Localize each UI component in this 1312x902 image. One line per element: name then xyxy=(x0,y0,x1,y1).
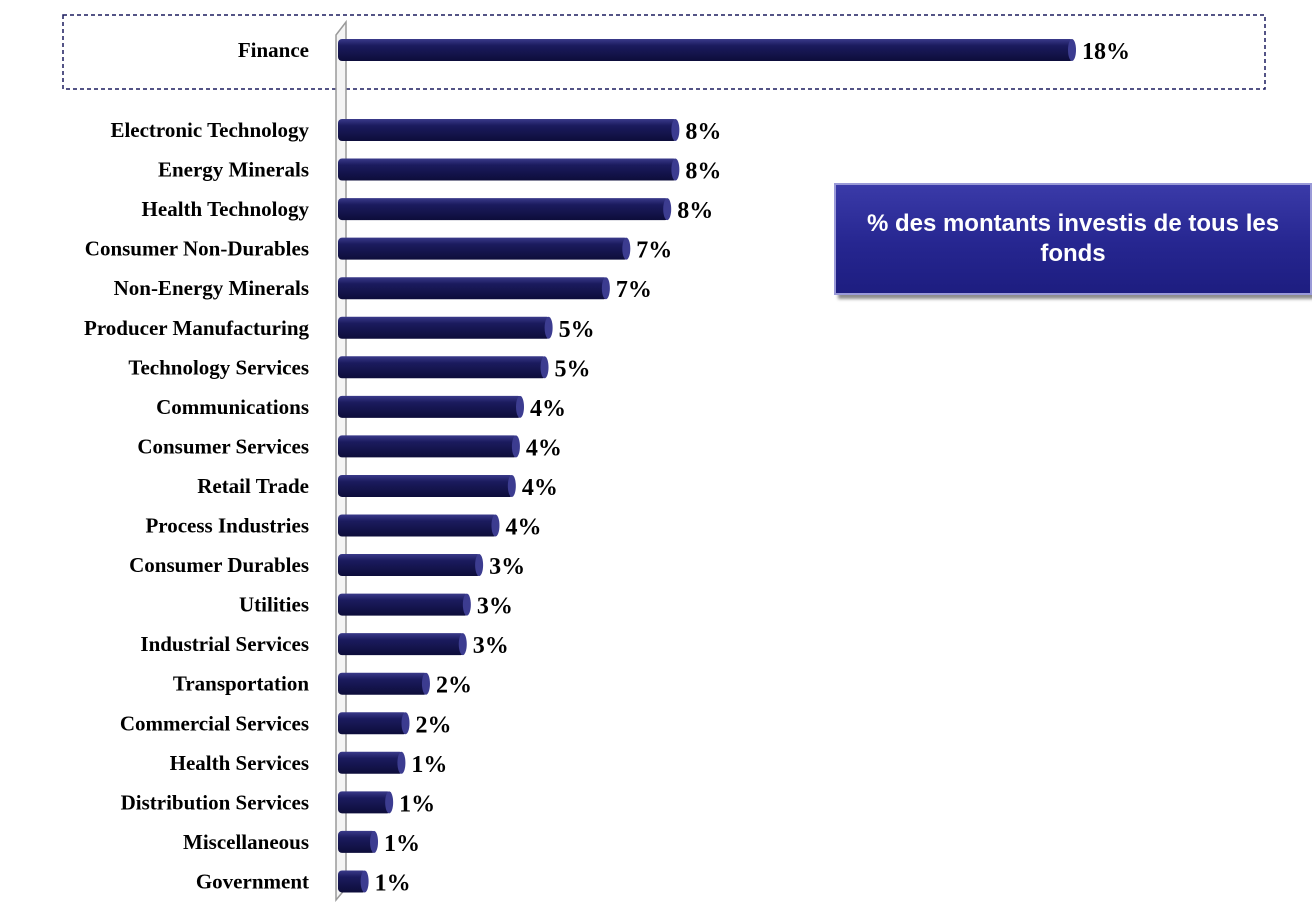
bar-consumer-durables xyxy=(338,554,482,577)
bar-end-cap xyxy=(385,791,394,814)
bar-end-cap xyxy=(458,633,467,656)
bar-end-cap xyxy=(671,158,680,181)
category-label: Consumer Durables xyxy=(129,553,309,577)
category-label: Technology Services xyxy=(128,355,309,379)
value-label: 7% xyxy=(636,238,672,264)
value-label: 8% xyxy=(677,198,713,224)
bar-end-cap xyxy=(516,395,524,418)
bar-miscellaneous xyxy=(338,830,377,853)
value-label: 7% xyxy=(616,277,652,303)
value-label: 3% xyxy=(477,594,513,620)
bar-electronic-technology xyxy=(338,119,678,141)
value-label: 5% xyxy=(559,317,595,343)
bar-finance xyxy=(338,39,1074,61)
category-label: Utilities xyxy=(239,593,309,617)
category-label: Consumer Non-Durables xyxy=(85,237,309,261)
bar-distribution-services xyxy=(338,791,392,814)
category-label: Non-Energy Minerals xyxy=(114,276,309,300)
legend-text: % des montants investis de tous les fond… xyxy=(866,210,1280,267)
bar-health-technology xyxy=(338,198,670,221)
category-label: Retail Trade xyxy=(197,474,309,498)
category-label: Communications xyxy=(156,395,309,419)
bar-end-cap xyxy=(1068,39,1076,61)
bar-non-energy-minerals xyxy=(338,277,608,300)
value-label: 4% xyxy=(530,396,566,422)
bar-end-cap xyxy=(511,435,520,458)
bar-end-cap xyxy=(507,474,516,497)
category-label: Process Industries xyxy=(145,514,309,538)
value-label: 2% xyxy=(436,673,472,699)
bar-end-cap xyxy=(397,751,406,774)
category-label: Distribution Services xyxy=(121,790,309,814)
bar-industrial-services xyxy=(338,633,465,656)
bar-end-cap xyxy=(475,554,484,577)
bar-end-cap xyxy=(540,356,549,379)
bar-end-cap xyxy=(671,119,680,141)
value-label: 4% xyxy=(505,515,541,541)
value-label: 3% xyxy=(473,633,509,659)
bar-end-cap xyxy=(663,198,672,221)
bar-retail-trade xyxy=(338,474,514,497)
category-label: Health Services xyxy=(170,751,309,775)
category-label: Producer Manufacturing xyxy=(84,316,309,340)
bar-end-cap xyxy=(401,712,410,735)
category-label: Consumer Services xyxy=(137,434,309,458)
bar-utilities xyxy=(338,593,469,616)
bar-health-services xyxy=(338,751,404,774)
bar-producer-manufacturing xyxy=(338,316,551,339)
category-label: Miscellaneous xyxy=(183,830,309,854)
bar-end-cap xyxy=(462,593,471,616)
category-label: Industrial Services xyxy=(140,632,309,656)
value-label: 1% xyxy=(399,791,435,817)
category-label: Transportation xyxy=(173,672,309,696)
category-label: Finance xyxy=(238,38,309,62)
value-label: 3% xyxy=(489,554,525,580)
category-label: Government xyxy=(196,869,309,893)
value-label: 4% xyxy=(522,475,558,501)
category-label: Health Technology xyxy=(142,197,310,221)
bar-consumer-non-durables xyxy=(338,237,629,260)
category-label: Electronic Technology xyxy=(110,118,309,142)
bar-end-cap xyxy=(360,870,369,893)
value-label: 8% xyxy=(685,159,721,185)
value-label: 4% xyxy=(526,435,562,461)
category-label: Energy Minerals xyxy=(158,158,309,182)
bar-energy-minerals xyxy=(338,158,678,181)
bar-consumer-services xyxy=(338,435,518,458)
bar-end-cap xyxy=(544,316,553,339)
highlight-frame xyxy=(62,14,1266,90)
value-label: 5% xyxy=(555,356,591,382)
bar-end-cap xyxy=(421,672,430,695)
bar-end-cap xyxy=(491,514,500,537)
bar-process-industries xyxy=(338,514,498,537)
bar-communications xyxy=(338,395,522,418)
bar-technology-services xyxy=(338,356,547,379)
value-label: 1% xyxy=(375,870,411,896)
value-label: 18% xyxy=(1082,39,1130,65)
value-label: 2% xyxy=(416,712,452,738)
bar-end-cap xyxy=(601,277,610,300)
value-label: 1% xyxy=(384,831,420,857)
bar-end-cap xyxy=(622,237,631,260)
bar-transportation xyxy=(338,672,428,695)
bar-end-cap xyxy=(370,830,379,853)
value-label: 1% xyxy=(411,752,447,778)
bar-commercial-services xyxy=(338,712,408,735)
bar-government xyxy=(338,870,367,893)
category-label: Commercial Services xyxy=(120,711,309,735)
legend-box: % des montants investis de tous les fond… xyxy=(834,183,1312,295)
value-label: 8% xyxy=(685,119,721,145)
